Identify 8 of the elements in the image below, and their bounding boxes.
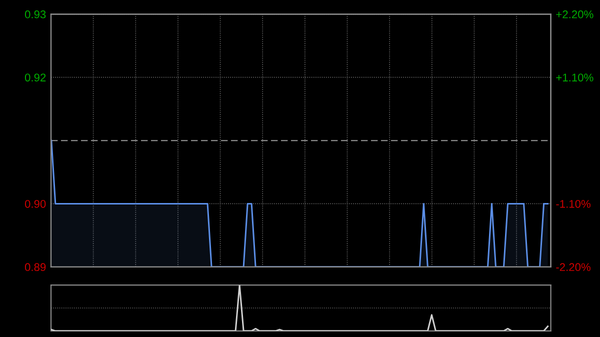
y2-tick-label: +1.10% bbox=[556, 74, 594, 82]
y-tick-label: 0.93 bbox=[24, 10, 46, 18]
y-tick-label: 0.92 bbox=[24, 74, 46, 82]
y-tick-label: 0.89 bbox=[24, 263, 46, 272]
y2-tick-label: -1.10% bbox=[556, 200, 590, 208]
y2-tick-label: -2.20% bbox=[556, 263, 590, 272]
y2-tick-label: +2.20% bbox=[556, 10, 594, 18]
y-tick-label: 0.90 bbox=[24, 200, 46, 208]
